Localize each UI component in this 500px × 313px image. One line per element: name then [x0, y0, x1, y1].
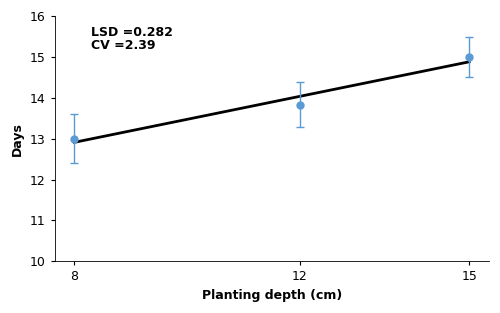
Text: LSD =0.282: LSD =0.282 [91, 26, 173, 39]
Y-axis label: Days: Days [11, 122, 24, 156]
X-axis label: Planting depth (cm): Planting depth (cm) [202, 289, 342, 302]
Text: CV =2.39: CV =2.39 [91, 38, 156, 52]
